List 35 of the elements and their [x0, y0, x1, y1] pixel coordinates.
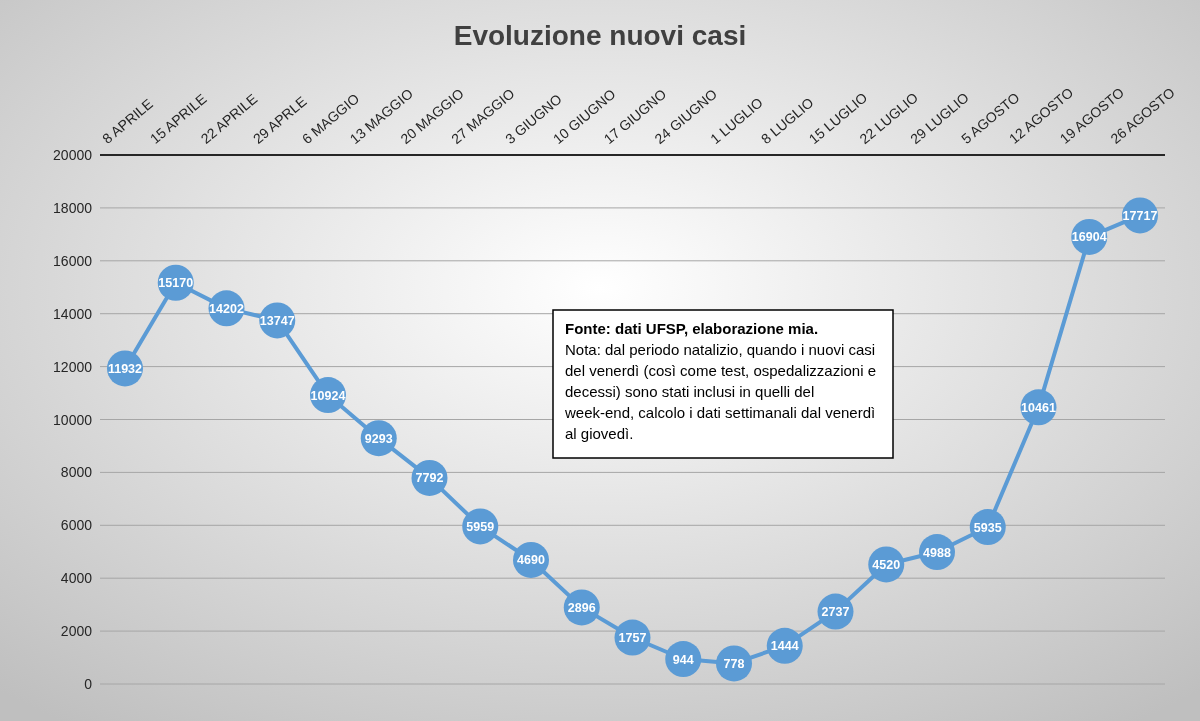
data-label: 13747 [259, 313, 295, 328]
data-label: 16904 [1071, 230, 1107, 245]
y-tick-label: 2000 [60, 623, 93, 640]
data-label: 15170 [158, 276, 194, 291]
data-label: 4988 [923, 545, 951, 560]
y-tick-label: 18000 [53, 199, 93, 216]
data-label: 5935 [973, 520, 1002, 535]
annotation: Fonte: dati UFSP, elaborazione mia. [565, 320, 819, 337]
y-tick-label: 0 [84, 676, 93, 692]
data-label: 1757 [618, 631, 647, 646]
data-label: 9293 [364, 431, 393, 446]
y-tick-label: 16000 [53, 252, 93, 269]
data-label: 10461 [1021, 400, 1056, 415]
chart-title: Evoluzione nuovi casi [453, 20, 747, 51]
data-label: 11932 [107, 361, 143, 376]
y-tick-label: 4000 [60, 570, 93, 587]
y-tick-label: 12000 [53, 358, 93, 375]
annotation: Nota: dal periodo natalizio, quando i nuovi casi del venerdì (così come test, ospedalizzazioni e decessi) sono stati inclusi in quelli del week-end, calcolo i dati settimanali dal venerdì al giovedì. [564, 341, 876, 442]
data-label: 778 [723, 656, 745, 671]
data-label: 944 [672, 652, 694, 667]
y-tick-label: 20000 [53, 147, 93, 163]
y-tick-label: 6000 [60, 517, 93, 534]
data-label: 7792 [415, 471, 444, 486]
data-label: 10924 [310, 388, 346, 403]
y-tick-label: 10000 [53, 411, 93, 428]
data-label: 4690 [517, 553, 545, 568]
y-tick-label: 8000 [60, 464, 93, 481]
data-label: 5959 [466, 519, 495, 534]
data-label: 4520 [872, 557, 901, 572]
y-tick-label: 14000 [53, 305, 93, 322]
data-label: 2896 [567, 600, 596, 615]
data-label: 17717 [1122, 208, 1158, 223]
data-label: 14202 [209, 301, 244, 316]
data-label: 1444 [770, 639, 799, 654]
data-label: 2737 [821, 605, 850, 620]
